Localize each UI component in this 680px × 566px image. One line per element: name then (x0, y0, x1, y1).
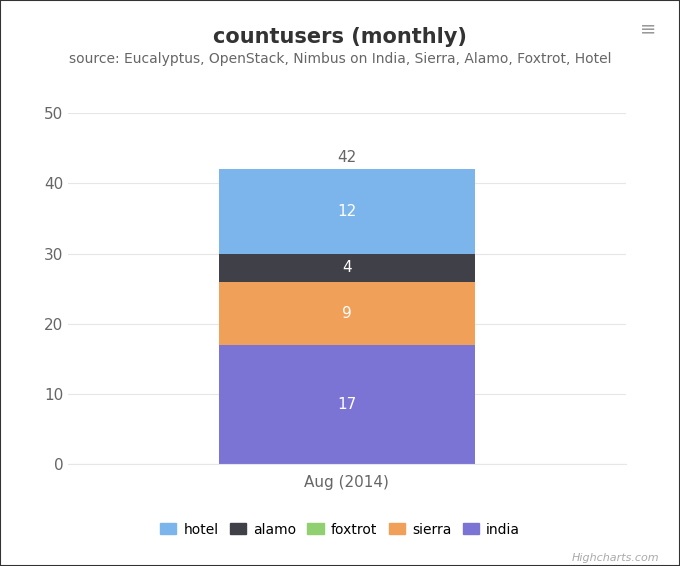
Bar (219, 345, 475, 464)
Text: 12: 12 (337, 204, 356, 219)
Text: Highcharts.com: Highcharts.com (572, 553, 660, 563)
Text: 42: 42 (337, 150, 356, 165)
Legend: hotel, alamo, foxtrot, sierra, india: hotel, alamo, foxtrot, sierra, india (154, 517, 526, 542)
Text: source: Eucalyptus, OpenStack, Nimbus on India, Sierra, Alamo, Foxtrot, Hotel: source: Eucalyptus, OpenStack, Nimbus on… (69, 53, 611, 66)
Text: 4: 4 (342, 260, 352, 275)
Bar (219, 254, 475, 282)
Bar (219, 282, 475, 345)
Text: ≡: ≡ (640, 20, 656, 39)
Bar (219, 169, 475, 254)
Text: countusers (monthly): countusers (monthly) (213, 27, 467, 47)
Text: 17: 17 (337, 397, 356, 412)
Text: 9: 9 (342, 306, 352, 321)
